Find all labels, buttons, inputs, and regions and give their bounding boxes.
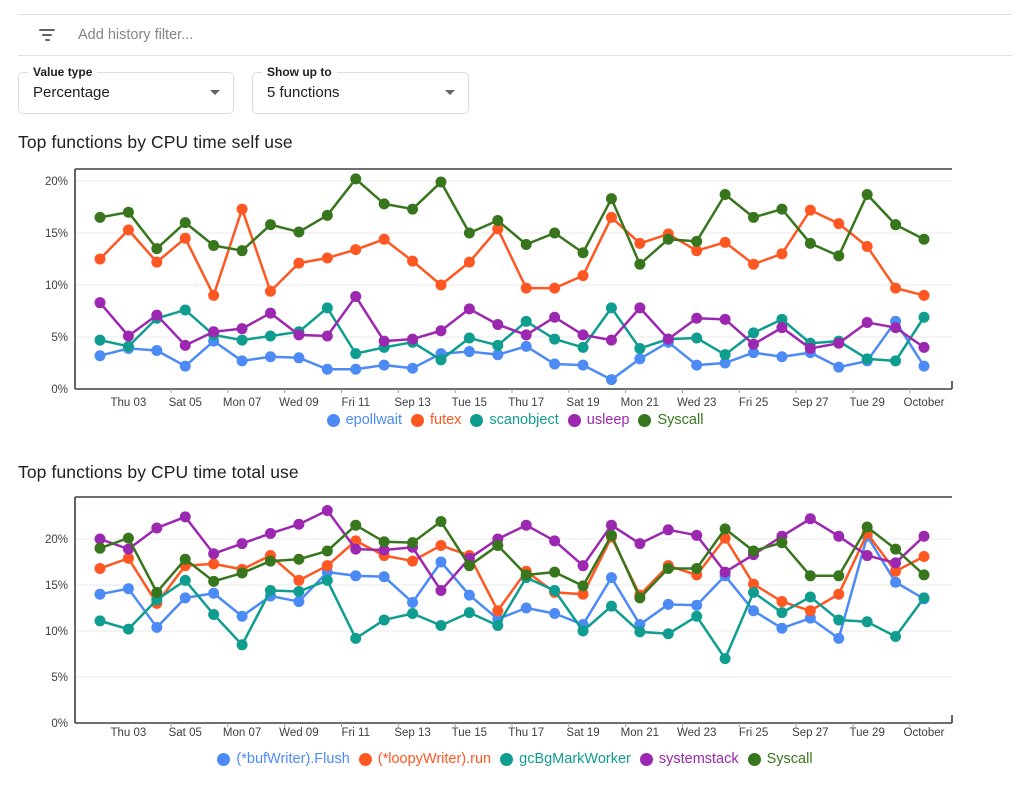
legend-dot-icon (217, 752, 231, 766)
svg-text:Fri 11: Fri 11 (341, 727, 370, 739)
legend-item: Syscall (638, 412, 703, 428)
value-type-dropdown[interactable]: Value type Percentage (18, 65, 234, 114)
legend-label: Syscall (657, 412, 704, 428)
svg-text:20%: 20% (45, 534, 68, 546)
svg-text:Mon 07: Mon 07 (223, 397, 261, 408)
svg-text:Fri 11: Fri 11 (341, 397, 370, 408)
svg-text:Tue 29: Tue 29 (849, 727, 884, 739)
svg-text:Sat 19: Sat 19 (566, 727, 599, 739)
svg-text:Wed 09: Wed 09 (279, 397, 318, 408)
svg-text:Thu 17: Thu 17 (508, 397, 544, 408)
legend-label: usleep (586, 412, 630, 428)
svg-text:Sep 27: Sep 27 (792, 727, 828, 739)
cpu-total-use-chart[interactable]: 0% 5% 10% 15% 20% Thu 03 Sat 05 Mon 07 Wed 09 Fri… (0, 488, 1030, 740)
legend-dot-icon (747, 752, 761, 766)
filter-list-icon (38, 27, 56, 43)
svg-text:Mon 07: Mon 07 (223, 727, 261, 739)
dropdown-arrow-icon[interactable] (445, 90, 455, 95)
legend-item: Syscall (747, 751, 813, 767)
svg-text:Mon 21: Mon 21 (621, 727, 659, 739)
svg-text:Fri 25: Fri 25 (739, 727, 768, 739)
cpu-total-use-legend: (*bufWriter).Flush (*loopyWriter).run gcBg… (0, 751, 1030, 767)
legend-dot-icon (638, 413, 652, 427)
show-up-to-label: Show up to (262, 65, 337, 79)
legend-label: (*loopyWriter).run (377, 751, 492, 767)
svg-text:Thu 17: Thu 17 (508, 727, 544, 739)
legend-item: (*bufWriter).Flush (217, 751, 350, 767)
svg-text:October: October (904, 727, 945, 739)
svg-text:Sep 13: Sep 13 (394, 397, 430, 408)
legend-dot-icon (567, 413, 581, 427)
svg-text:Wed 23: Wed 23 (677, 397, 716, 408)
legend-dot-icon (326, 413, 340, 427)
legend-dot-icon (410, 413, 424, 427)
show-up-to-dropdown[interactable]: Show up to 5 functions (252, 65, 469, 114)
svg-text:Sep 13: Sep 13 (394, 727, 430, 739)
legend-dot-icon (639, 752, 653, 766)
svg-text:Wed 09: Wed 09 (279, 727, 318, 739)
svg-text:October: October (904, 397, 945, 408)
history-filter-input[interactable] (76, 26, 480, 44)
svg-text:Tue 15: Tue 15 (452, 397, 487, 408)
svg-text:Sep 27: Sep 27 (792, 397, 828, 408)
legend-label: scanobject (489, 412, 559, 428)
dropdown-arrow-icon[interactable] (210, 90, 220, 95)
cpu-self-use-legend: epollwait futex scanobject usleep Syscall (0, 412, 1030, 428)
svg-text:10%: 10% (45, 626, 68, 638)
legend-item: epollwait (326, 412, 402, 428)
svg-text:Mon 21: Mon 21 (621, 397, 659, 408)
cpu-self-use-chart[interactable]: 0% 5% 10% 15% 20% Thu 03 Sat 05 Mon 07 Wed 09 Fri… (0, 158, 1030, 408)
legend-label: systemstack (658, 751, 739, 767)
svg-text:15%: 15% (45, 580, 68, 592)
svg-text:Wed 23: Wed 23 (677, 727, 716, 739)
legend-dot-icon (500, 752, 514, 766)
legend-label: (*bufWriter).Flush (236, 751, 350, 767)
legend-label: gcBgMarkWorker (519, 751, 631, 767)
value-type-selected: Percentage (33, 84, 110, 101)
svg-text:5%: 5% (51, 672, 68, 684)
legend-item: scanobject (470, 412, 559, 428)
svg-text:Tue 29: Tue 29 (849, 397, 884, 408)
svg-text:Sat 05: Sat 05 (169, 397, 202, 408)
svg-text:10%: 10% (45, 280, 68, 292)
svg-text:15%: 15% (45, 228, 68, 240)
svg-text:Thu 03: Thu 03 (111, 397, 147, 408)
legend-label: futex (429, 412, 462, 428)
legend-item: systemstack (639, 751, 739, 767)
svg-text:Sat 05: Sat 05 (169, 727, 202, 739)
legend-dot-icon (358, 752, 372, 766)
legend-item: futex (410, 412, 462, 428)
history-filter-bar (38, 24, 480, 46)
show-up-to-selected: 5 functions (267, 84, 340, 101)
legend-item: usleep (567, 412, 630, 428)
filter-bar-divider (18, 55, 1012, 56)
svg-text:Thu 03: Thu 03 (111, 727, 147, 739)
top-divider (18, 14, 1012, 15)
svg-text:0%: 0% (51, 718, 68, 730)
legend-label: Syscall (766, 751, 813, 767)
value-type-label: Value type (28, 65, 98, 79)
svg-text:Tue 15: Tue 15 (452, 727, 487, 739)
legend-label: epollwait (345, 412, 402, 428)
legend-item: (*loopyWriter).run (358, 751, 492, 767)
svg-text:Fri 25: Fri 25 (739, 397, 768, 408)
svg-text:5%: 5% (51, 332, 68, 344)
cpu-self-use-title: Top functions by CPU time self use (18, 132, 293, 152)
svg-text:0%: 0% (51, 384, 68, 396)
cpu-total-use-title: Top functions by CPU time total use (18, 462, 299, 482)
legend-item: gcBgMarkWorker (500, 751, 631, 767)
svg-text:20%: 20% (45, 176, 68, 188)
legend-dot-icon (470, 413, 484, 427)
svg-text:Sat 19: Sat 19 (566, 397, 599, 408)
